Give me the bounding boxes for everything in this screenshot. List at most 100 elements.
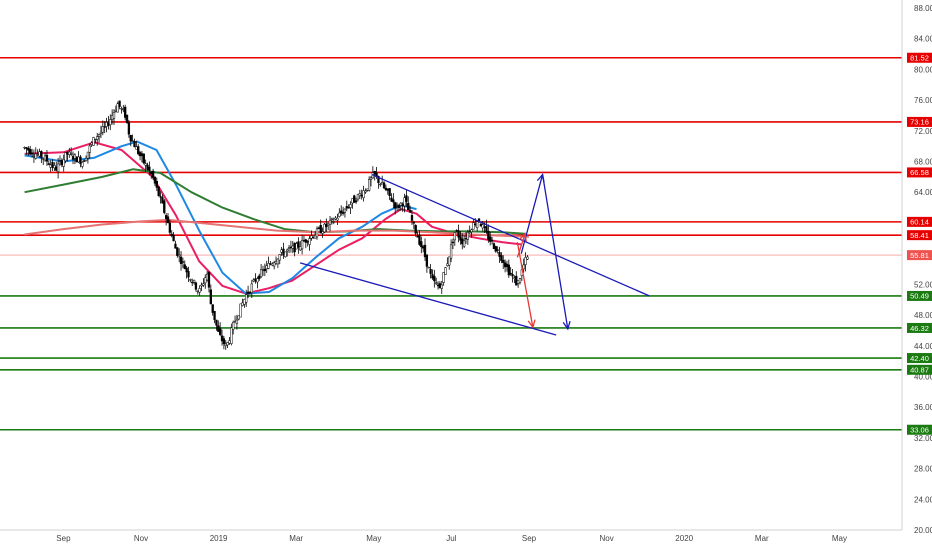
time-axis[interactable]: Sep Nov 2019 Mar May Jul Sep Nov 2020 Mar May bbox=[56, 534, 847, 543]
candle-body bbox=[390, 197, 393, 202]
candle-body bbox=[526, 256, 529, 260]
candle-body bbox=[300, 239, 304, 250]
candle-body bbox=[230, 327, 233, 344]
candle-body bbox=[66, 151, 69, 155]
candle-body bbox=[88, 145, 91, 153]
candle-body bbox=[232, 321, 235, 330]
candle-body bbox=[96, 136, 99, 140]
candle-body bbox=[246, 291, 250, 294]
candle-body bbox=[336, 217, 339, 221]
candle-body bbox=[245, 294, 248, 303]
candle-body bbox=[442, 272, 445, 283]
candle-body bbox=[70, 153, 73, 155]
y-tick-label: 76.00 bbox=[914, 96, 932, 105]
candle-body bbox=[485, 226, 488, 233]
candle-body bbox=[163, 200, 166, 213]
candle-body bbox=[481, 224, 484, 229]
candle-body bbox=[166, 216, 170, 224]
candle-body bbox=[176, 247, 179, 256]
candle-body bbox=[178, 254, 181, 257]
candle-body bbox=[276, 258, 280, 265]
candle-body bbox=[438, 283, 442, 289]
candle-body bbox=[120, 108, 123, 110]
candle-body bbox=[60, 160, 63, 165]
candle-body bbox=[36, 153, 39, 156]
price-badge-label: 40.87 bbox=[910, 366, 929, 375]
candle-body bbox=[382, 182, 386, 189]
candle-body bbox=[338, 212, 341, 217]
candle-body bbox=[306, 241, 309, 243]
candle-body bbox=[313, 234, 317, 239]
trendline[interactable] bbox=[371, 173, 650, 297]
trendlines[interactable] bbox=[299, 173, 650, 336]
candle-body bbox=[297, 241, 300, 248]
price-badge-label: 73.16 bbox=[910, 118, 929, 127]
candle-body bbox=[328, 220, 332, 226]
candle-body bbox=[205, 273, 209, 281]
candle-body bbox=[213, 310, 216, 320]
x-tick-label: 2020 bbox=[675, 534, 693, 543]
price-axis[interactable]: 88.0084.0080.0076.0072.0068.0064.0060.00… bbox=[914, 4, 932, 535]
candle-body bbox=[150, 171, 153, 175]
candle-body bbox=[198, 288, 201, 293]
candle-body bbox=[235, 319, 239, 324]
y-tick-label: 28.00 bbox=[914, 465, 932, 474]
projection-arrow[interactable] bbox=[516, 233, 526, 258]
price-badge bbox=[907, 116, 932, 127]
candle-body bbox=[237, 315, 240, 320]
candle-body bbox=[194, 282, 198, 290]
candle-body bbox=[347, 207, 350, 209]
candle-body bbox=[498, 252, 501, 257]
candle-body bbox=[215, 319, 218, 326]
candle-body bbox=[222, 338, 226, 345]
candle-body bbox=[42, 158, 45, 160]
candle-body bbox=[284, 251, 287, 258]
candle-body bbox=[384, 187, 388, 191]
candle-body bbox=[315, 228, 319, 238]
candle-body bbox=[483, 226, 486, 228]
price-badge-label: 60.14 bbox=[910, 218, 929, 227]
candle-body bbox=[40, 151, 43, 158]
y-tick-label: 40.00 bbox=[914, 372, 932, 381]
y-tick-label: 84.00 bbox=[914, 35, 932, 44]
candle-body bbox=[381, 182, 384, 185]
candle-body bbox=[30, 152, 34, 155]
candle-body bbox=[429, 269, 432, 274]
candle-body bbox=[502, 259, 505, 263]
candle-body bbox=[312, 236, 315, 239]
candle-body bbox=[164, 215, 168, 219]
candle-body bbox=[464, 238, 468, 240]
candle-body bbox=[129, 135, 132, 142]
candle-body bbox=[103, 126, 106, 128]
candle-body bbox=[511, 274, 514, 277]
candle-body bbox=[353, 195, 356, 203]
candle-body bbox=[462, 240, 466, 247]
candle-body bbox=[81, 162, 84, 167]
arrow-head bbox=[562, 321, 571, 331]
trendline[interactable] bbox=[299, 262, 557, 336]
candle-body bbox=[68, 151, 71, 155]
candle-body bbox=[304, 239, 307, 243]
candle-body bbox=[252, 279, 255, 282]
candle-body bbox=[140, 153, 144, 157]
candle-body bbox=[476, 221, 479, 228]
candle-body bbox=[351, 198, 354, 204]
candle-body bbox=[170, 233, 173, 237]
x-tick-label: Nov bbox=[599, 534, 613, 543]
candle-body bbox=[181, 261, 185, 263]
price-badge bbox=[907, 322, 932, 333]
candle-body bbox=[138, 152, 142, 157]
projection-arrows[interactable] bbox=[516, 173, 571, 331]
x-tick-label: Mar bbox=[289, 534, 303, 543]
candle-body bbox=[356, 194, 360, 200]
candle-body bbox=[53, 165, 56, 169]
candle-body bbox=[220, 335, 224, 342]
candle-body bbox=[373, 171, 376, 175]
candle-body bbox=[446, 263, 449, 266]
candle-body bbox=[399, 202, 402, 206]
candle-body bbox=[161, 197, 164, 204]
projection-arrow[interactable] bbox=[516, 242, 534, 328]
candle-body bbox=[47, 163, 50, 165]
candle-body bbox=[360, 194, 363, 197]
